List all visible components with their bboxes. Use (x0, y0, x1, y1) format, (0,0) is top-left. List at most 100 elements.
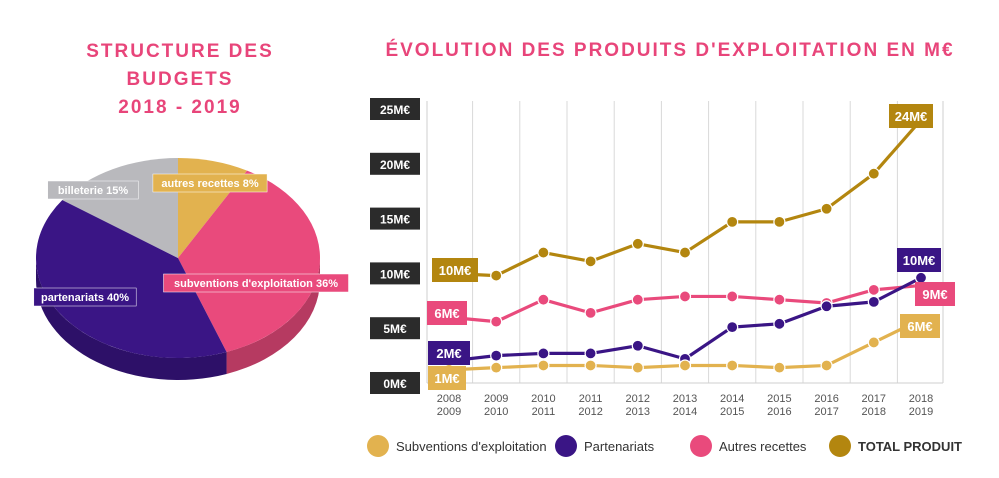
pie-slice-subventions-d-exploitation-36 (178, 170, 321, 352)
pie-label-box (163, 273, 349, 293)
data-point (773, 317, 786, 330)
pie-label-text: billeterie 15% (58, 185, 129, 197)
annotation-total-end: 24M€ (889, 104, 933, 128)
pie-label-autres-recettes-8: autres recettes 8% (152, 173, 268, 193)
data-point (584, 359, 597, 372)
data-point (584, 306, 597, 319)
annotation-text: 2M€ (436, 346, 461, 361)
legend-item-total-produit: TOTAL PRODUIT (829, 435, 962, 457)
series-partenariats (442, 271, 928, 368)
annotation-box (897, 248, 941, 272)
data-point (867, 167, 880, 180)
line-chart-title: ÉVOLUTION DES PRODUITS D'EXPLOITATION EN… (385, 40, 955, 61)
data-point (678, 359, 692, 372)
legend-dot (829, 435, 851, 457)
pie-label-box (152, 173, 268, 193)
annotation-subventions-start: 1M€ (428, 366, 466, 390)
y-tick-5m: 5M€ (370, 317, 420, 340)
y-tick-10m: 10M€ (370, 262, 420, 285)
pie-label-partenariats-40: partenariats 40% (33, 287, 137, 307)
data-point (490, 361, 503, 374)
y-tick-0m: 0M€ (370, 372, 420, 394)
pie-label-box (33, 287, 137, 307)
pie-chart: autres recettes 8% subventions d'exploita… (33, 158, 349, 380)
data-point (820, 300, 833, 313)
y-tick-box (370, 262, 420, 285)
x-tick-label: 2017 (862, 393, 886, 405)
x-tick-label: 2009 (484, 393, 508, 405)
data-point (584, 347, 597, 360)
series-subventions-d-exploitation (442, 313, 928, 376)
y-tick-label: 25M€ (380, 103, 410, 117)
x-tick-label: 2015 (720, 406, 744, 418)
x-tick-label: 2016 (814, 393, 838, 405)
pie-side-subventions-d-exploitation-36 (226, 258, 320, 374)
data-point (631, 361, 644, 374)
annotation-autres-start: 6M€ (427, 301, 467, 325)
pie-slice-partenariats-40 (35, 199, 227, 358)
data-point (820, 202, 833, 215)
series-total-produit (442, 113, 928, 282)
y-tick-box (370, 317, 420, 340)
annotation-box (889, 104, 933, 128)
data-point (537, 359, 550, 372)
y-tick-label: 10M€ (380, 267, 410, 281)
pie-side-partenariats-40 (36, 258, 227, 380)
pie-label-text: autres recettes 8% (161, 178, 258, 190)
annotation-partenariats-end: 10M€ (897, 248, 941, 272)
legend-label: Autres recettes (719, 439, 807, 454)
data-point (678, 246, 692, 259)
data-point (726, 215, 739, 228)
data-point (914, 271, 928, 284)
pie-label-box (47, 180, 139, 200)
data-point (537, 246, 550, 259)
annotation-box (428, 366, 466, 390)
y-tick-25m: 25M€ (370, 98, 420, 120)
x-tick-label: 2011 (532, 406, 556, 418)
data-point (631, 293, 644, 306)
y-tick-label: 0M€ (383, 377, 407, 391)
y-tick-20m: 20M€ (370, 152, 420, 175)
x-tick-label: 2019 (909, 406, 933, 418)
legend-item-autres-recettes: Autres recettes (690, 435, 807, 457)
data-point (867, 336, 880, 349)
x-tick-label: 2013 (626, 406, 650, 418)
legend-label: Subventions d'exploitation (396, 439, 547, 454)
annotation-text: 24M€ (895, 109, 928, 124)
x-tick-label: 2017 (814, 406, 838, 418)
data-point (490, 315, 503, 328)
data-point (867, 295, 880, 308)
x-tick-label: 2009 (437, 406, 461, 418)
legend-item-partenariats: Partenariats (555, 435, 655, 457)
y-tick-label: 5M€ (383, 322, 407, 336)
annotation-total-start: 10M€ (432, 258, 478, 282)
x-tick-label: 2008 (437, 393, 461, 405)
annotation-box (900, 314, 940, 338)
pie-label-text: subventions d'exploitation 36% (174, 278, 338, 290)
annotation-autres-end: 9M€ (915, 282, 955, 306)
x-tick-label: 2012 (578, 406, 602, 418)
data-point (490, 349, 503, 362)
x-tick-label: 2014 (720, 393, 744, 405)
pie-chart-title: STRUCTURE DES BUDGETS 2018 - 2019 (30, 38, 330, 122)
x-tick-label: 2010 (531, 393, 555, 405)
annotation-text: 1M€ (434, 371, 459, 386)
data-point (490, 269, 503, 282)
x-tick-label: 2013 (673, 393, 697, 405)
annotation-text: 6M€ (434, 306, 459, 321)
x-tick-label: 2014 (673, 406, 697, 418)
y-tick-label: 15M€ (380, 213, 410, 227)
pie-title-line1: STRUCTURE DES BUDGETS (86, 41, 274, 90)
legend-label: Partenariats (584, 439, 655, 454)
annotation-box (428, 341, 470, 365)
x-tick-label: 2018 (862, 406, 886, 418)
data-point (773, 215, 786, 228)
